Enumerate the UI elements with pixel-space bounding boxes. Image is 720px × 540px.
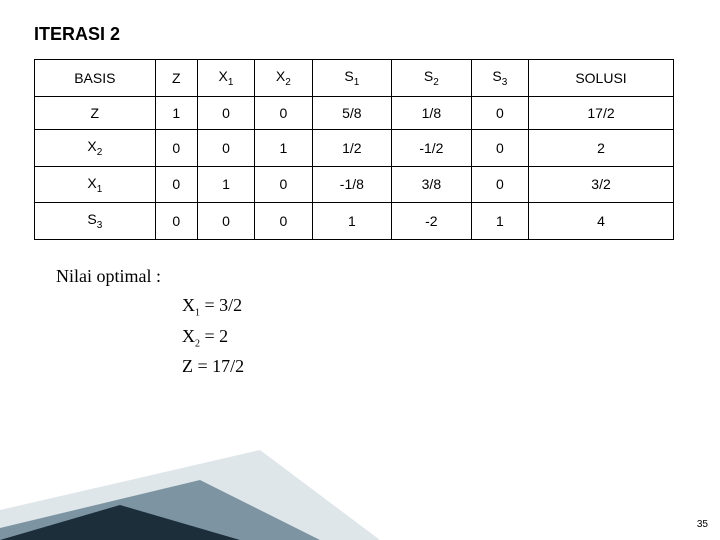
col-solusi: SOLUSI	[529, 60, 674, 97]
corner-decoration	[0, 450, 400, 540]
cell: -1/2	[392, 129, 472, 166]
cell: 1	[471, 203, 528, 240]
cell-basis: X2	[35, 129, 156, 166]
simplex-table: BASIS Z X1 X2 S1 S2 S3 SOLUSI Z 1 0 0 5/…	[34, 59, 674, 240]
cell: 0	[155, 129, 197, 166]
table-row: X1 0 1 0 -1/8 3/8 0 3/2	[35, 166, 674, 203]
col-z: Z	[155, 60, 197, 97]
cell: 0	[255, 203, 312, 240]
optimal-line: X1 = 3/2	[182, 291, 686, 322]
cell: 0	[197, 129, 254, 166]
iteration-title: ITERASI 2	[34, 24, 686, 45]
table-row: X2 0 0 1 1/2 -1/2 0 2	[35, 129, 674, 166]
cell: 0	[255, 96, 312, 129]
cell-basis: Z	[35, 96, 156, 129]
cell: 1/8	[392, 96, 472, 129]
cell-basis: S3	[35, 203, 156, 240]
table-header-row: BASIS Z X1 X2 S1 S2 S3 SOLUSI	[35, 60, 674, 97]
cell: 0	[471, 129, 528, 166]
cell: 0	[155, 203, 197, 240]
cell-basis: X1	[35, 166, 156, 203]
cell: -1/8	[312, 166, 392, 203]
cell: 17/2	[529, 96, 674, 129]
optimal-line: X2 = 2	[182, 322, 686, 353]
table-row: Z 1 0 0 5/8 1/8 0 17/2	[35, 96, 674, 129]
col-s3: S3	[471, 60, 528, 97]
cell: 1	[312, 203, 392, 240]
optimal-line: Z = 17/2	[182, 352, 686, 381]
optimal-heading: Nilai optimal :	[56, 262, 686, 291]
optimal-block: Nilai optimal : X1 = 3/2 X2 = 2 Z = 17/2	[56, 262, 686, 381]
cell: 3/2	[529, 166, 674, 203]
col-basis: BASIS	[35, 60, 156, 97]
table-row: S3 0 0 0 1 -2 1 4	[35, 203, 674, 240]
cell: 1/2	[312, 129, 392, 166]
cell: 1	[155, 96, 197, 129]
cell: 0	[155, 166, 197, 203]
cell: 1	[197, 166, 254, 203]
cell: 0	[471, 96, 528, 129]
cell: 0	[255, 166, 312, 203]
cell: 0	[471, 166, 528, 203]
cell: 2	[529, 129, 674, 166]
cell: 0	[197, 203, 254, 240]
col-x1: X1	[197, 60, 254, 97]
col-x2: X2	[255, 60, 312, 97]
cell: 5/8	[312, 96, 392, 129]
cell: 3/8	[392, 166, 472, 203]
cell: 4	[529, 203, 674, 240]
col-s1: S1	[312, 60, 392, 97]
cell: -2	[392, 203, 472, 240]
col-s2: S2	[392, 60, 472, 97]
page-number: 35	[697, 519, 708, 530]
cell: 0	[197, 96, 254, 129]
cell: 1	[255, 129, 312, 166]
